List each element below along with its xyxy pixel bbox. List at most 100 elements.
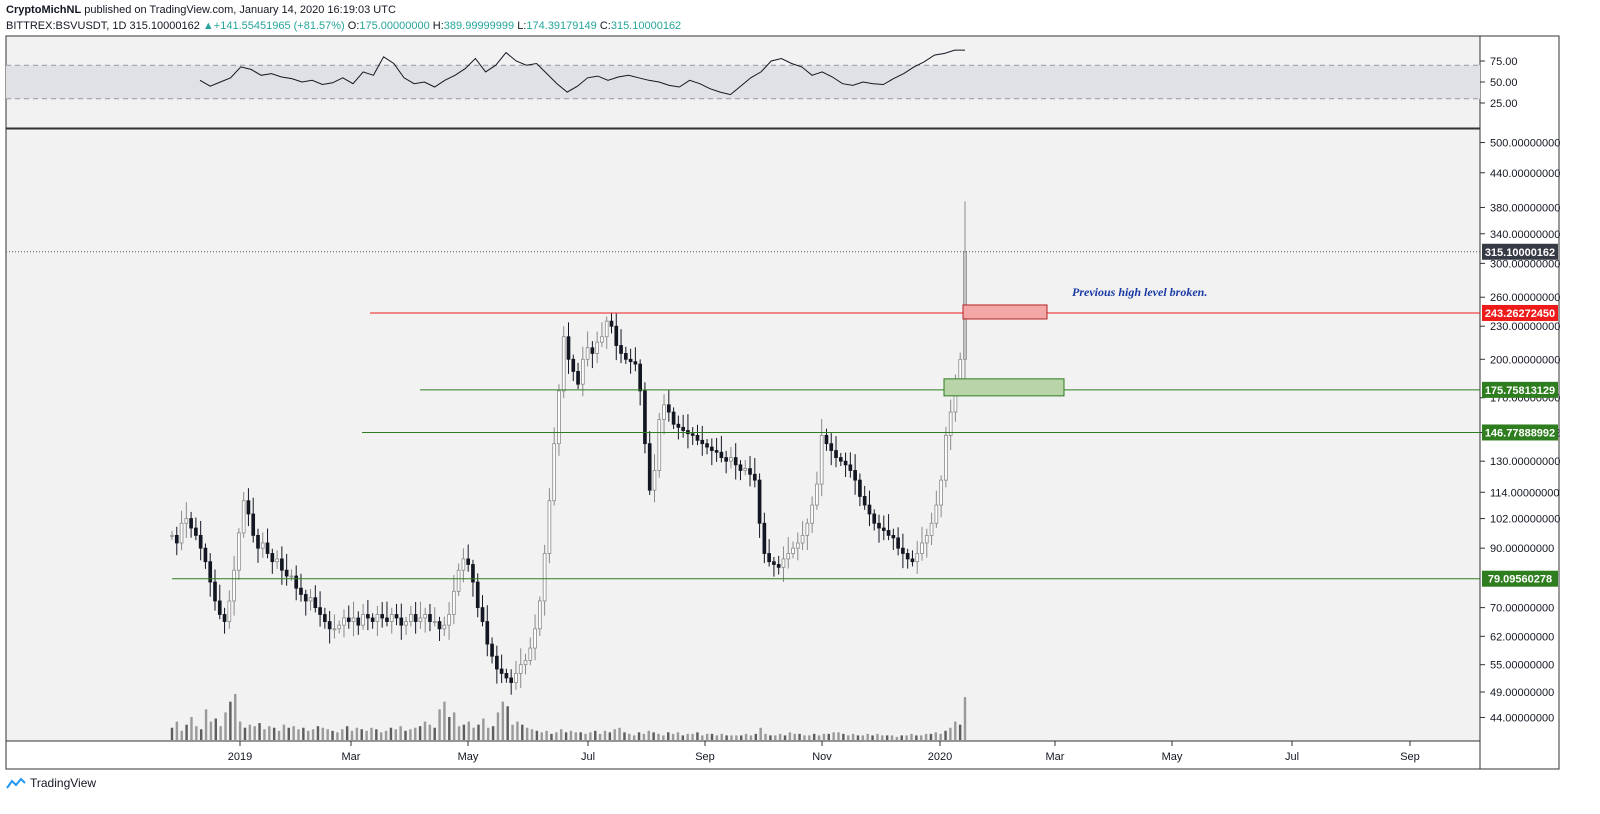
volume-bar (243, 727, 247, 740)
candle-body (939, 479, 943, 506)
volume-bar (691, 733, 694, 740)
volume-bar (457, 726, 461, 740)
author-name[interactable]: CryptoMichNL (6, 4, 82, 16)
volume-bar (195, 726, 198, 740)
high-label: H: (432, 20, 444, 32)
volume-bar (579, 732, 582, 740)
candle-body (934, 504, 939, 524)
volume-bar (307, 730, 310, 740)
volume-bar (623, 732, 626, 740)
candle-body (475, 581, 480, 609)
volume-bar (905, 735, 908, 740)
candle-body (557, 390, 561, 445)
last-price-label: 315.10000162 (129, 20, 200, 32)
candle-body (757, 479, 762, 524)
volume-bar (632, 735, 636, 740)
volume-bar (915, 735, 918, 740)
candle-body (289, 575, 294, 578)
volume-bar (404, 730, 407, 740)
candle-body (910, 558, 915, 563)
change-label: +141.55451965 (+81.57%) (213, 20, 345, 32)
candle-body (189, 518, 193, 529)
volume-bar (321, 727, 325, 740)
footer-brand[interactable]: TradingView (6, 776, 96, 790)
volume-bar (701, 735, 704, 740)
volume-bar (506, 706, 509, 740)
candle-body (600, 336, 604, 343)
volume-bar (866, 733, 869, 740)
volume-bar (238, 721, 242, 740)
volume-bar (409, 729, 412, 740)
volume-bar (715, 735, 719, 740)
candle-body (480, 607, 485, 622)
candle-body (380, 614, 385, 619)
level-tag-label: 79.09560278 (1488, 574, 1552, 586)
candle-body (695, 434, 700, 441)
candle-body (805, 522, 810, 536)
candle-body (208, 561, 213, 583)
candle-body (819, 434, 824, 485)
candle-body (432, 621, 437, 623)
candle-body (815, 483, 819, 506)
candle-body (690, 433, 695, 436)
price-tick-label: 114.00000000 (1490, 487, 1560, 499)
volume-bar (929, 733, 933, 740)
candle-body (834, 450, 838, 458)
volume-bar (297, 729, 300, 740)
volume-bar (360, 729, 363, 740)
volume-bar (788, 732, 792, 740)
volume-series (170, 694, 967, 740)
candle-body (504, 673, 509, 679)
candle-body (733, 457, 738, 466)
volume-bar (778, 733, 782, 740)
annotation-text: Previous high level broken. (1072, 285, 1207, 299)
volume-bar (365, 730, 368, 740)
rsi-tick-label: 50.00 (1490, 77, 1518, 89)
symbol-label[interactable]: BITTREX:BSVUSDT, 1D (6, 20, 127, 32)
rsi-series (199, 49, 965, 96)
candle-body (724, 457, 728, 462)
candle-body (752, 473, 757, 481)
candle-body (222, 614, 227, 622)
volume-bar (671, 733, 675, 740)
last-price-tag (1482, 243, 1558, 260)
level-tag (1482, 424, 1558, 441)
candle-body (370, 617, 375, 622)
volume-bar (219, 726, 222, 740)
candle-body (313, 597, 318, 609)
volume-bar (584, 733, 587, 740)
volume-bar (598, 733, 602, 740)
volume-bar (477, 724, 480, 740)
volume-bar (433, 727, 436, 740)
candle-body (929, 522, 934, 536)
volume-bar (350, 730, 354, 740)
volume-bar (710, 733, 714, 740)
candle-body (867, 504, 872, 515)
candle-body (361, 614, 365, 626)
candle-body (676, 423, 681, 428)
candle-body (447, 614, 451, 626)
volume-bar (277, 730, 281, 740)
time-tick-label: Sep (695, 751, 715, 763)
candle-body (772, 561, 776, 565)
volume-bar (253, 726, 256, 740)
candle-body (237, 532, 241, 571)
candle-body (270, 553, 275, 563)
volume-bar (910, 733, 913, 740)
volume-bar (287, 727, 290, 740)
candle-body (203, 547, 208, 563)
volume-bar (423, 721, 427, 740)
candle-body (681, 426, 685, 431)
volume-bar (438, 709, 441, 740)
candle-body (810, 504, 814, 524)
volume-bar (954, 721, 957, 740)
candle-body (366, 614, 370, 619)
candle-body (595, 341, 599, 354)
candle-body (404, 621, 408, 626)
candle-body (346, 617, 351, 622)
price-tick-label: 230.00000000 (1490, 321, 1560, 333)
candle-body (714, 450, 719, 453)
volume-bar (812, 733, 816, 740)
volume-bar (375, 729, 378, 740)
